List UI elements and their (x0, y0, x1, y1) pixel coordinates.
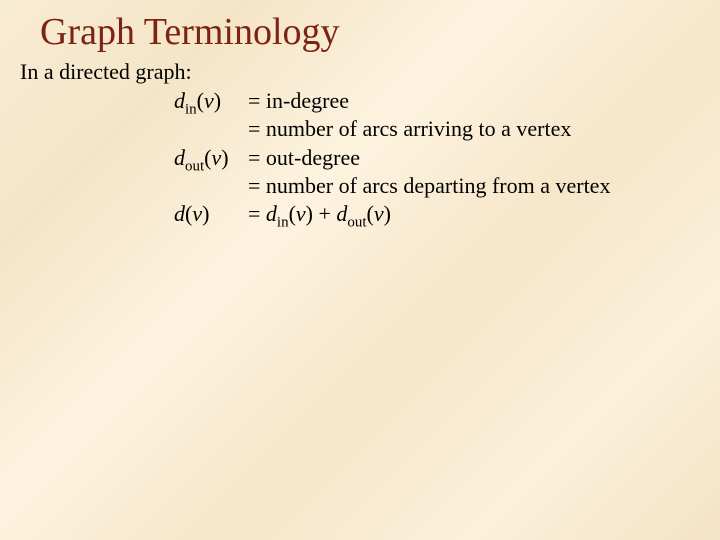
definition-row: dout(v) = out-degree (174, 144, 700, 172)
def-text: = number of arcs arriving to a vertex (248, 115, 571, 143)
def-symbol: din(v) (174, 87, 248, 115)
slide-title: Graph Terminology (40, 12, 700, 54)
def-symbol: dout(v) (174, 144, 248, 172)
slide-container: Graph Terminology In a directed graph: d… (0, 0, 720, 540)
definition-row: d(v) = din(v) + dout(v) (174, 200, 700, 228)
def-text: = din(v) + dout(v) (248, 200, 391, 228)
def-symbol: d(v) (174, 200, 248, 228)
def-text: = out-degree (248, 144, 360, 172)
definition-row: = number of arcs arriving to a vertex (174, 115, 700, 143)
definition-row: din(v) = in-degree (174, 87, 700, 115)
def-text: = number of arcs departing from a vertex (248, 172, 610, 200)
def-text: = in-degree (248, 87, 349, 115)
definition-row: = number of arcs departing from a vertex (174, 172, 700, 200)
intro-text: In a directed graph: (20, 58, 700, 86)
definitions-block: din(v) = in-degree = number of arcs arri… (174, 87, 700, 228)
